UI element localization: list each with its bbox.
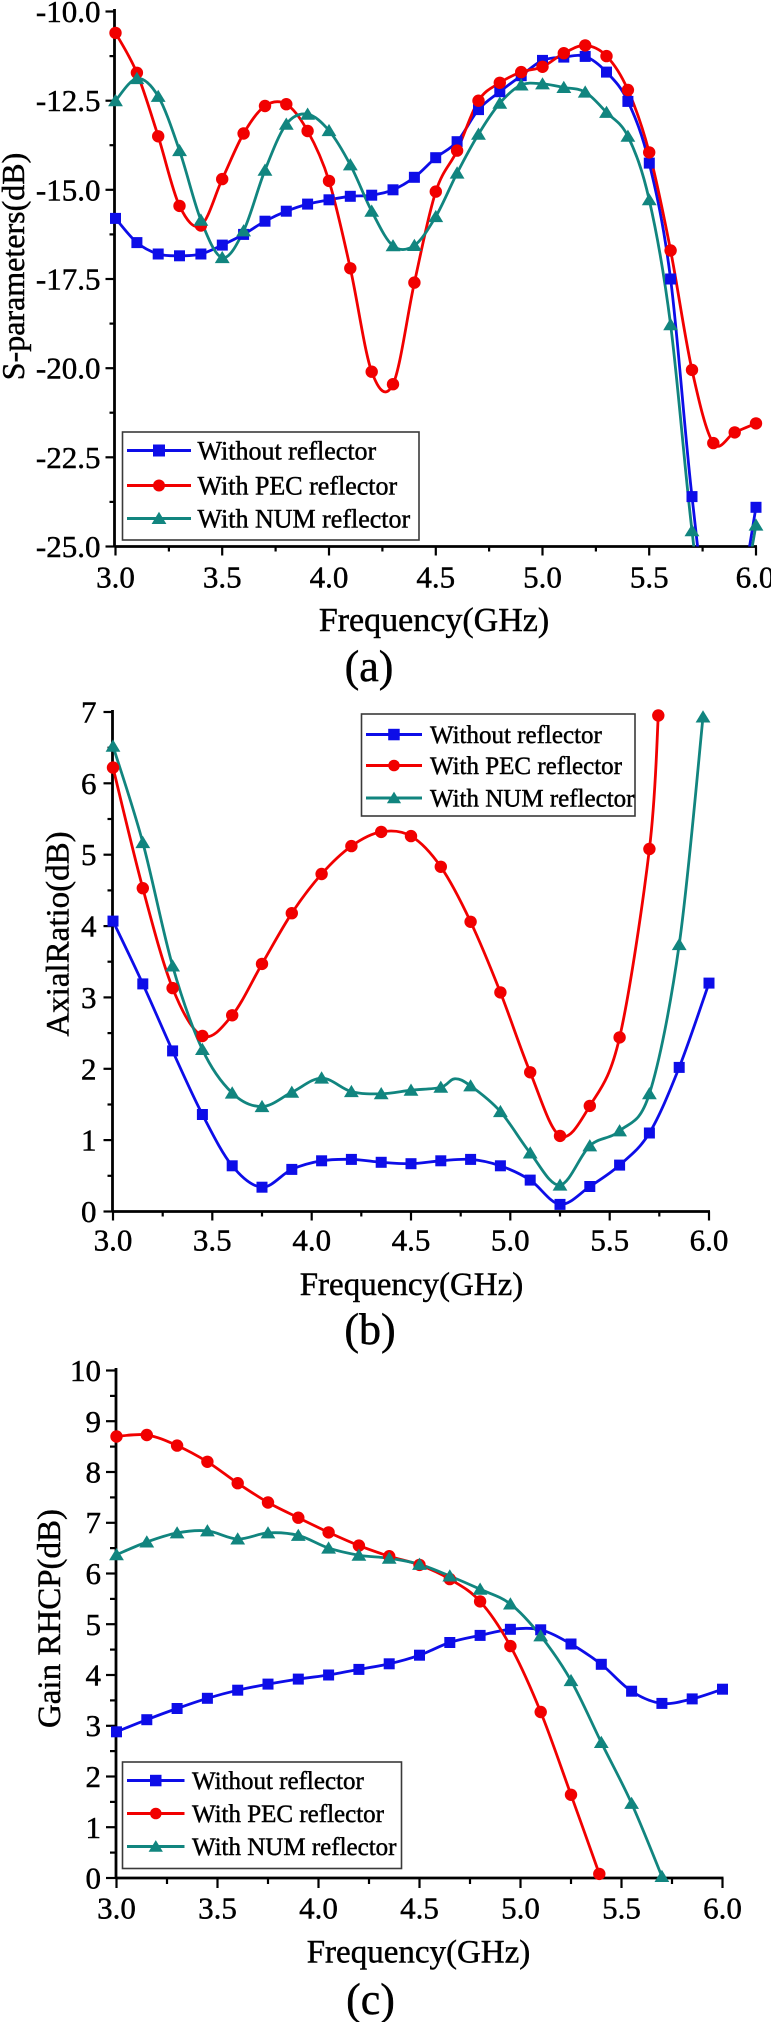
svg-text:With PEC reflector: With PEC reflector [198, 472, 398, 501]
svg-text:0: 0 [81, 1194, 97, 1229]
svg-text:Without reflector: Without reflector [192, 1768, 365, 1795]
svg-text:-22.5: -22.5 [36, 440, 101, 475]
svg-text:Frequency(GHz): Frequency(GHz) [300, 1267, 524, 1303]
svg-text:(a): (a) [345, 642, 394, 691]
svg-text:3: 3 [81, 980, 97, 1015]
svg-text:6.0: 6.0 [736, 560, 771, 595]
svg-text:5.0: 5.0 [501, 1891, 540, 1926]
svg-text:5: 5 [86, 1607, 102, 1642]
svg-text:Without reflector: Without reflector [430, 722, 603, 749]
svg-text:Gain RHCP(dB): Gain RHCP(dB) [32, 1509, 68, 1728]
svg-text:3.5: 3.5 [203, 560, 242, 595]
svg-text:6.0: 6.0 [703, 1891, 742, 1926]
svg-text:With NUM reflector: With NUM reflector [192, 1834, 397, 1861]
svg-text:7: 7 [81, 695, 97, 730]
svg-text:9: 9 [86, 1404, 102, 1439]
svg-text:6.0: 6.0 [690, 1223, 729, 1258]
svg-text:3.5: 3.5 [198, 1891, 237, 1926]
svg-text:-10.0: -10.0 [36, 0, 101, 29]
svg-text:4.5: 4.5 [392, 1223, 431, 1258]
svg-text:2: 2 [86, 1759, 102, 1794]
svg-text:S-parameters(dB): S-parameters(dB) [0, 153, 31, 380]
svg-text:(c): (c) [346, 1975, 395, 2022]
svg-text:3.0: 3.0 [96, 560, 135, 595]
svg-text:4.5: 4.5 [416, 560, 455, 595]
svg-text:3.0: 3.0 [97, 1891, 136, 1926]
svg-text:5.5: 5.5 [630, 560, 669, 595]
svg-text:-17.5: -17.5 [36, 262, 101, 297]
svg-text:-12.5: -12.5 [36, 83, 101, 118]
svg-text:5.5: 5.5 [590, 1223, 629, 1258]
svg-text:1: 1 [86, 1810, 102, 1845]
svg-text:1: 1 [81, 1123, 97, 1158]
svg-text:Frequency(GHz): Frequency(GHz) [319, 602, 549, 639]
svg-text:4: 4 [81, 909, 97, 944]
svg-text:0: 0 [86, 1861, 102, 1896]
svg-text:4.5: 4.5 [400, 1891, 439, 1926]
svg-text:5.0: 5.0 [523, 560, 562, 595]
svg-text:5.0: 5.0 [491, 1223, 530, 1258]
svg-text:With NUM reflector: With NUM reflector [430, 786, 635, 813]
svg-text:Without reflector: Without reflector [198, 437, 377, 466]
svg-text:4.0: 4.0 [292, 1223, 331, 1258]
svg-text:4.0: 4.0 [299, 1891, 338, 1926]
svg-text:-20.0: -20.0 [36, 351, 101, 386]
svg-text:Frequency(GHz): Frequency(GHz) [307, 1935, 531, 1971]
svg-text:With PEC reflector: With PEC reflector [430, 753, 623, 780]
svg-text:8: 8 [86, 1455, 102, 1490]
svg-text:10: 10 [70, 1353, 101, 1388]
svg-text:With NUM reflector: With NUM reflector [198, 505, 411, 534]
svg-text:6: 6 [81, 766, 97, 801]
svg-text:5.5: 5.5 [602, 1891, 641, 1926]
svg-text:-25.0: -25.0 [36, 529, 101, 564]
svg-text:3.0: 3.0 [94, 1223, 133, 1258]
svg-text:4.0: 4.0 [310, 560, 349, 595]
svg-text:2: 2 [81, 1051, 97, 1086]
svg-text:5: 5 [81, 837, 97, 872]
svg-text:AxialRatio(dB): AxialRatio(dB) [41, 831, 77, 1036]
svg-text:(b): (b) [344, 1305, 395, 1354]
svg-text:4: 4 [86, 1658, 102, 1693]
svg-text:7: 7 [86, 1505, 102, 1540]
svg-text:6: 6 [86, 1556, 102, 1591]
svg-text:With PEC reflector: With PEC reflector [192, 1801, 385, 1828]
svg-text:3: 3 [86, 1708, 102, 1743]
svg-text:3.5: 3.5 [193, 1223, 232, 1258]
svg-text:-15.0: -15.0 [36, 172, 101, 207]
